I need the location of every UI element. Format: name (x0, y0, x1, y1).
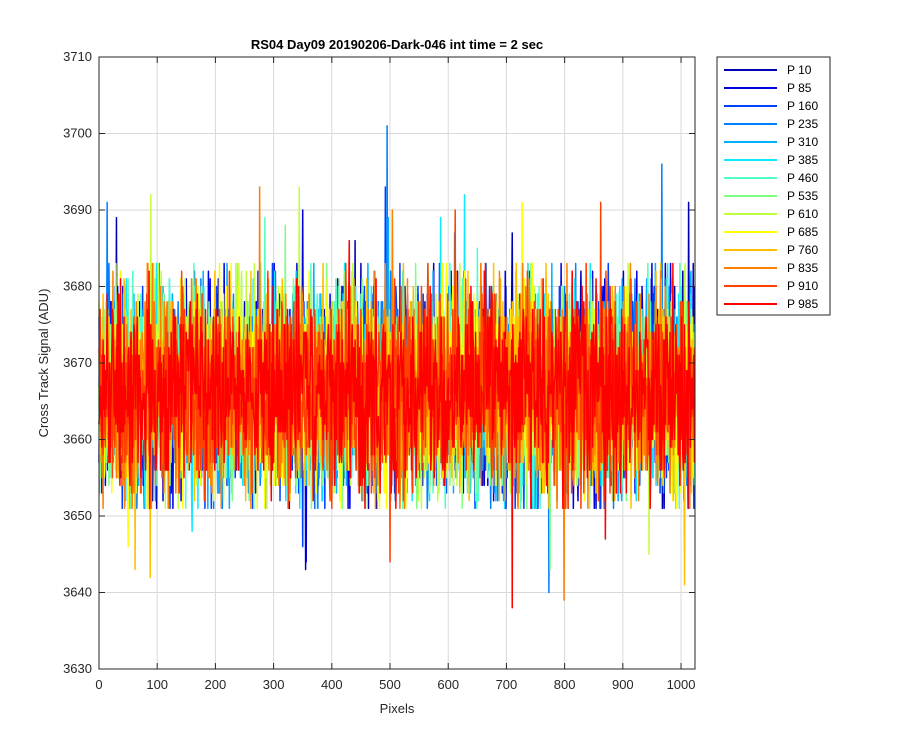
chart-title: RS04 Day09 20190206-Dark-046 int time = … (251, 37, 543, 52)
legend-label: P 385 (787, 153, 818, 167)
y-tick-label: 3650 (63, 508, 92, 523)
y-axis-title: Cross Track Signal (ADU) (36, 289, 51, 438)
legend-label: P 160 (787, 99, 818, 113)
y-tick-label: 3690 (63, 202, 92, 217)
legend-label: P 535 (787, 189, 818, 203)
x-tick-label: 500 (379, 677, 401, 692)
x-tick-label: 0 (95, 677, 102, 692)
series-line-p985 (98, 239, 696, 609)
legend-label: P 910 (787, 279, 818, 293)
x-tick-label: 100 (146, 677, 168, 692)
x-tick-label: 800 (554, 677, 576, 692)
legend-label: P 685 (787, 225, 818, 239)
x-tick-label: 600 (437, 677, 459, 692)
y-tick-label: 3670 (63, 355, 92, 370)
x-axis-title: Pixels (380, 701, 415, 716)
y-tick-label: 3700 (63, 126, 92, 141)
axis-ticks: 0 100 200 300 400 500 600 700 800 900 1000 3630 3640… (63, 49, 695, 692)
y-tick-label: 3680 (63, 279, 92, 294)
legend-box (716, 56, 831, 316)
y-tick-label: 3710 (63, 49, 92, 64)
legend-label: P 985 (787, 297, 818, 311)
x-tick-label: 900 (612, 677, 634, 692)
legend: P 10 P 85 P 160 P 235 P 310 P 385 P 460 P 535 P … (716, 56, 831, 316)
y-tick-label: 3630 (63, 661, 92, 676)
legend-label: P 835 (787, 261, 818, 275)
legend-label: P 235 (787, 117, 818, 131)
legend-label: P 85 (787, 81, 812, 95)
y-tick-label: 3640 (63, 585, 92, 600)
legend-label: P 610 (787, 207, 818, 221)
legend-label: P 760 (787, 243, 818, 257)
x-tick-label: 400 (321, 677, 343, 692)
x-tick-label: 1000 (667, 677, 696, 692)
x-tick-label: 200 (205, 677, 227, 692)
legend-label: P 10 (787, 63, 812, 77)
legend-label: P 460 (787, 171, 818, 185)
x-tick-label: 300 (263, 677, 285, 692)
legend-label: P 310 (787, 135, 818, 149)
y-tick-label: 3660 (63, 432, 92, 447)
x-tick-label: 700 (496, 677, 518, 692)
series-lines (98, 125, 696, 609)
